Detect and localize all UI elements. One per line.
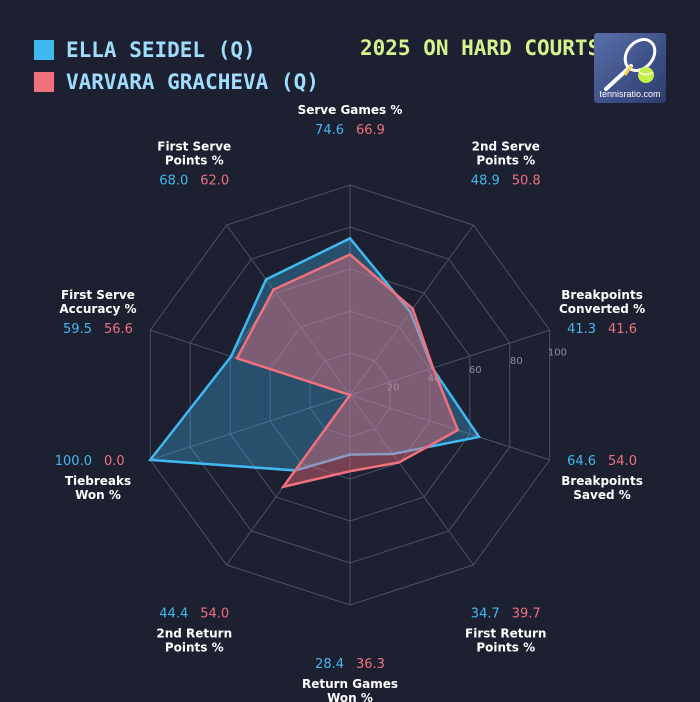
grid-spoke xyxy=(349,224,474,396)
value-player2: 66.9 xyxy=(356,123,385,138)
grid-spoke xyxy=(349,329,550,396)
value-player2: 62.0 xyxy=(200,174,229,189)
axis-label: Return Games xyxy=(302,677,398,691)
axis-label: Points % xyxy=(476,640,535,654)
value-player1: 28.4 xyxy=(315,657,344,672)
radar-grid: 20 40 60 80 100 xyxy=(149,184,567,606)
axis-label: Accuracy % xyxy=(59,302,136,316)
value-player2: 41.6 xyxy=(608,322,637,337)
value-player2: 54.0 xyxy=(200,606,229,621)
legend-item-player2: VARVARA GRACHEVA (Q) xyxy=(34,66,319,98)
axis-label: Points % xyxy=(476,154,535,168)
series-area-2 xyxy=(235,253,460,489)
r-tick-label: 80 xyxy=(510,356,523,367)
value-player1: 34.7 xyxy=(471,606,500,621)
legend-swatch-player1 xyxy=(34,40,54,60)
axis-label: Saved % xyxy=(573,488,631,502)
value-player2: 54.0 xyxy=(608,454,637,469)
value-player1: 44.4 xyxy=(159,606,188,621)
chart-title: 2025 ON HARD COURTS xyxy=(360,36,601,60)
value-player2: 36.3 xyxy=(356,657,385,672)
value-player1: 48.9 xyxy=(471,174,500,189)
grid-spoke xyxy=(150,394,351,461)
value-player1: 74.6 xyxy=(315,123,344,138)
axis-label: Converted % xyxy=(559,302,645,316)
axis-label: Tiebreaks xyxy=(65,474,131,488)
axis-label: Won % xyxy=(75,488,121,502)
axis-label: First Return xyxy=(465,626,546,640)
axis-label: Won % xyxy=(327,691,373,702)
value-player1: 41.3 xyxy=(567,322,596,337)
value-player2: 39.7 xyxy=(512,606,541,621)
axis-label: First Serve xyxy=(61,288,135,302)
grid-spoke xyxy=(349,394,474,566)
tennisratio-logo[interactable]: tennisratio.com xyxy=(594,33,666,103)
axis-label: Serve Games % xyxy=(298,103,403,117)
axis-label: 2nd Return xyxy=(156,626,232,640)
value-player1: 68.0 xyxy=(159,174,188,189)
axis-label: Breakpoints xyxy=(561,474,643,488)
axis-label: 2nd Serve xyxy=(472,140,540,154)
logo-text: tennisratio.com xyxy=(599,89,661,99)
legend-label-player1: ELLA SEIDEL (Q) xyxy=(66,38,256,62)
r-tick-label: 100 xyxy=(548,347,567,358)
legend-label-player2: VARVARA GRACHEVA (Q) xyxy=(66,70,319,94)
axis-label: First Serve xyxy=(157,140,231,154)
legend-swatch-player2 xyxy=(34,72,54,92)
radar-series xyxy=(147,236,482,489)
r-tick-label: 40 xyxy=(428,374,441,385)
axis-label: Points % xyxy=(165,640,224,654)
value-player1: 59.5 xyxy=(63,322,92,337)
value-player1: 64.6 xyxy=(567,454,596,469)
tennis-racket-ball-icon xyxy=(604,38,657,91)
grid-spoke xyxy=(226,224,351,396)
r-tick-label: 60 xyxy=(469,365,482,376)
value-player2: 0.0 xyxy=(104,454,125,469)
legend-item-player1: ELLA SEIDEL (Q) xyxy=(34,34,319,66)
legend: ELLA SEIDEL (Q) VARVARA GRACHEVA (Q) xyxy=(34,34,319,98)
axis-label: Breakpoints xyxy=(561,288,643,302)
value-player2: 56.6 xyxy=(104,322,133,337)
r-tick-label: 20 xyxy=(387,382,400,393)
grid-spoke xyxy=(349,394,550,461)
value-player1: 100.0 xyxy=(55,454,92,469)
value-player2: 50.8 xyxy=(512,174,541,189)
axis-label: Points % xyxy=(165,154,224,168)
